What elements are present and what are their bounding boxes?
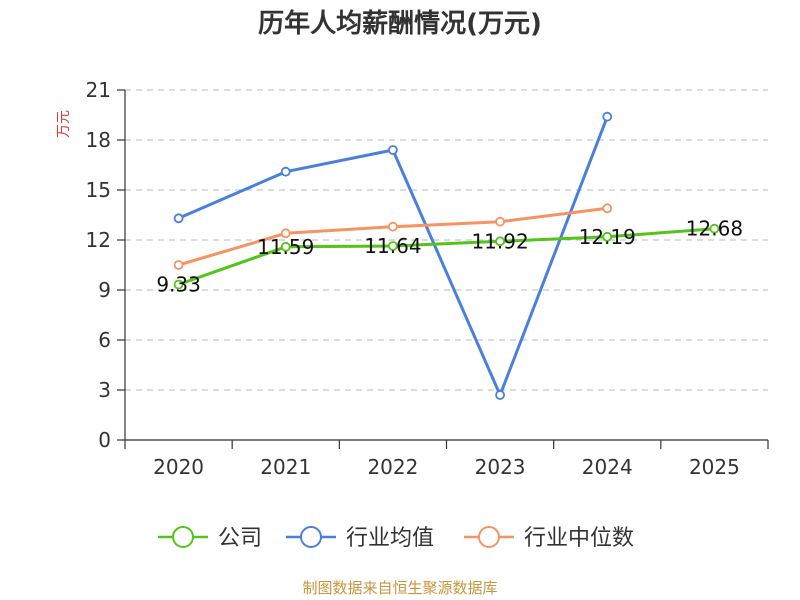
y-tick-label: 15 [86,178,111,202]
chart-title: 历年人均薪酬情况(万元) [258,8,542,39]
data-point [173,260,184,270]
data-label: 9.33 [156,273,201,297]
data-labels: 9.33 11.59 11.64 11.92 12.19 12.68 [156,217,743,297]
x-tick-label: 2020 [153,455,204,479]
series-line-0 [177,227,716,286]
legend-label: 公司 [218,526,262,551]
x-tick-label: 2023 [475,455,526,479]
y-tick-label: 3 [98,378,111,402]
data-point [280,228,291,239]
data-point [280,166,291,177]
data-point [388,241,398,251]
data-point [173,279,184,290]
legend-circle-marker [300,526,322,548]
x-tick-label: 2024 [582,455,633,479]
legend: 公司 行业均值 行业中位数 [158,526,634,551]
y-tick-label: 0 [98,428,111,452]
y-tick-label: 21 [86,78,111,102]
y-tick-label: 9 [98,278,111,302]
data-point [173,213,184,224]
data-label: 12.19 [579,225,636,249]
x-tick-label: 2022 [367,455,418,479]
data-point [495,216,505,227]
data-point [495,390,505,400]
axes: 0 3 6 9 12 15 18 21 2020 2021 2022 2023 2024 2025 [86,78,769,479]
grid-lines [125,89,768,391]
legend-circle-marker [478,526,500,548]
x-tick-label: 2025 [689,455,740,479]
data-label: 11.59 [257,235,314,259]
data-point [388,221,398,232]
x-tick-label: 2021 [260,455,311,479]
y-axis-unit-label: 万元 [56,110,72,138]
source-note: 制图数据来自恒生聚源数据库 [302,579,497,597]
y-tick-label: 12 [86,228,111,252]
data-point [280,241,291,252]
legend-label: 行业中位数 [524,526,634,551]
y-tick-label: 18 [86,128,111,152]
data-label: 11.64 [364,234,421,258]
legend-circle-marker [172,526,194,548]
data-point [709,223,720,234]
series-lines [173,111,720,400]
data-point [495,236,505,247]
data-point [388,145,398,155]
data-label: 12.68 [686,217,743,241]
data-point [602,231,613,242]
y-tick-label: 6 [98,328,111,352]
data-point [602,111,613,122]
data-point [602,203,613,214]
legend-label: 行业均值 [346,526,434,551]
data-label: 11.92 [471,229,528,253]
